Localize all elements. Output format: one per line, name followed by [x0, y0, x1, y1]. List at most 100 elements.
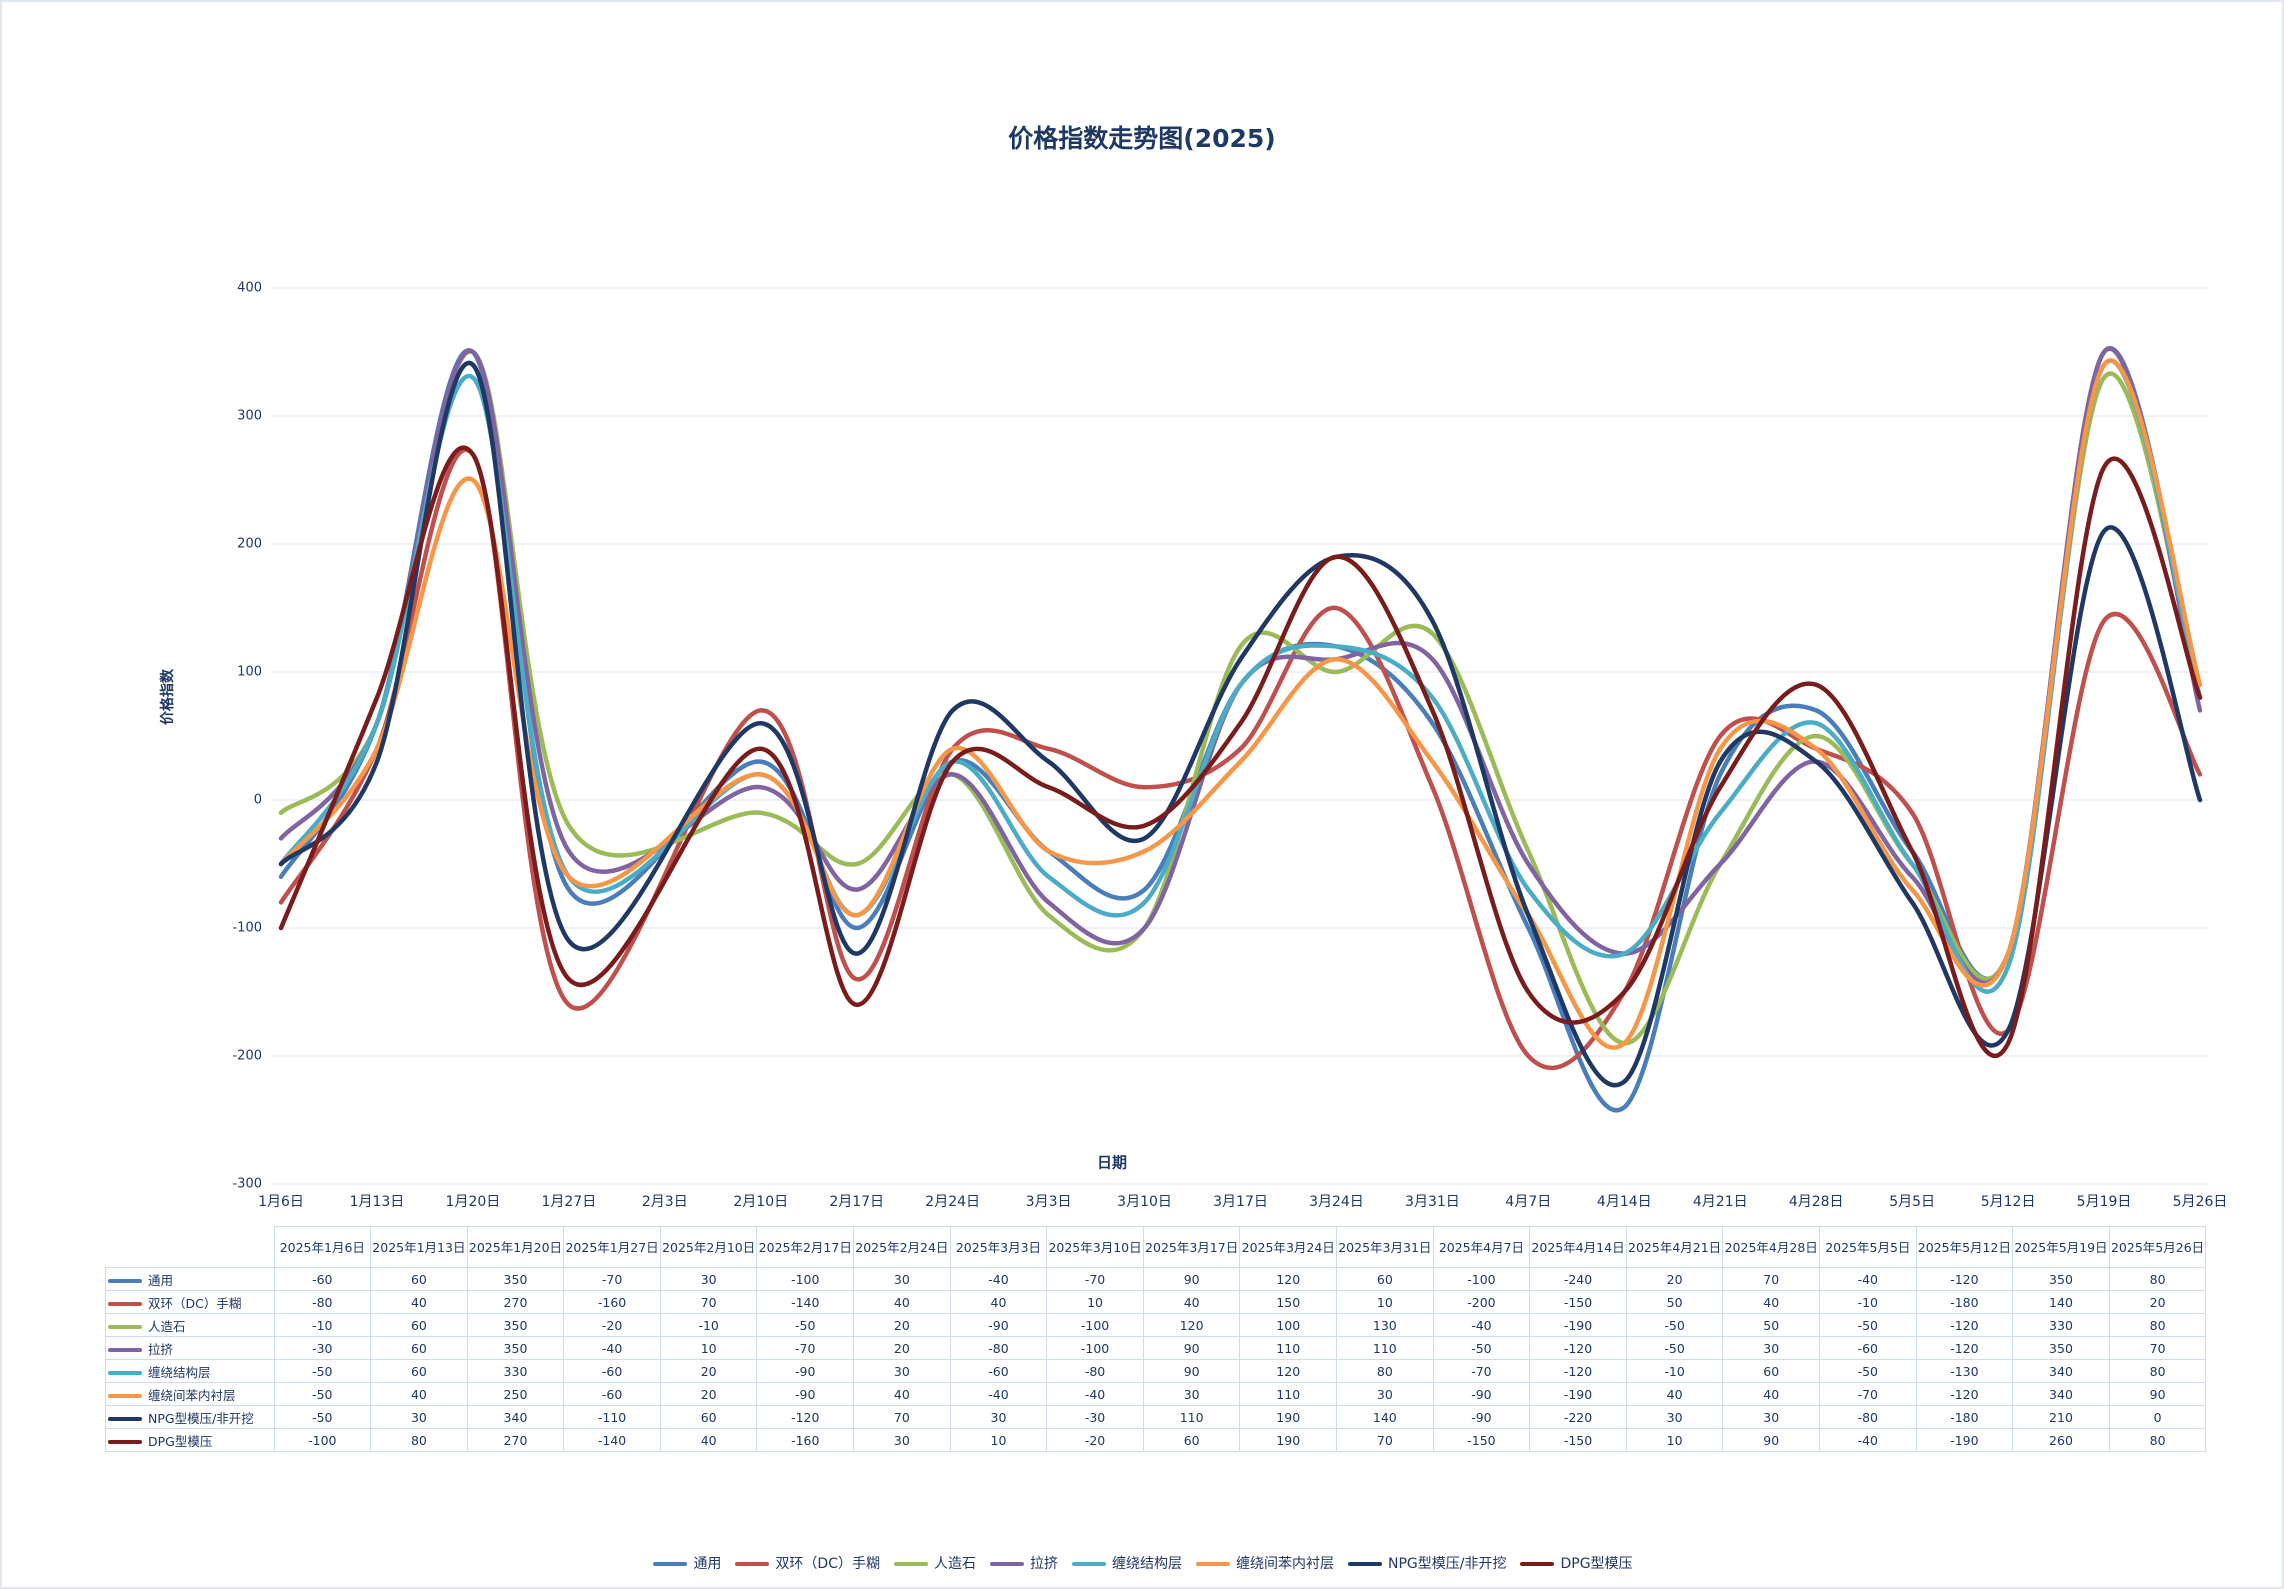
table-header: 2025年3月3日 — [949, 1226, 1048, 1268]
series-name: 双环（DC）手糊 — [148, 1295, 242, 1311]
table-cell: -60 — [273, 1267, 372, 1291]
legend-item: 拉挤 — [988, 1556, 1058, 1572]
table-row: 人造石 -10 60 350 -20 -10 -50 20 -90 -100 120 100 130 -4… — [105, 1313, 2207, 1337]
legend: 通用 双环（DC）手糊 人造石 拉挤 缠绕结构层 缠绕间苯内衬层 NPG型模压/非开挖 DPG… — [0, 1553, 2284, 1573]
legend-key — [1520, 1562, 1555, 1566]
table-header: 2025年5月12日 — [1915, 1226, 2014, 1268]
table-cell: 260 — [2012, 1428, 2110, 1452]
table-cell: 350 — [466, 1267, 565, 1291]
table-cell: -30 — [273, 1336, 372, 1360]
table-cell: -90 — [756, 1382, 855, 1406]
table-cell: 10 — [949, 1428, 1048, 1452]
table-cell: 30 — [853, 1428, 951, 1452]
table-cell: 40 — [853, 1382, 951, 1406]
table-cell: -190 — [1529, 1313, 1627, 1337]
table-cell: -50 — [1432, 1336, 1531, 1360]
y-tick-label: 400 — [237, 281, 262, 296]
table-cell: -120 — [756, 1405, 855, 1429]
table-cell: -200 — [1432, 1290, 1531, 1314]
series-line — [278, 346, 2203, 986]
table-cell: 20 — [853, 1313, 951, 1337]
table-cell: 50 — [1722, 1313, 1820, 1337]
table-cell: 190 — [1239, 1405, 1338, 1429]
x-tick-label: 1月27日 — [541, 1194, 596, 1210]
table-cell: -40 — [949, 1382, 1048, 1406]
x-tick-label: 4月21日 — [1693, 1194, 1748, 1210]
x-tick-label: 1月13日 — [350, 1194, 405, 1210]
table-cell: 30 — [1722, 1405, 1820, 1429]
x-tick-label: 4月28日 — [1789, 1194, 1844, 1210]
table-cell: 10 — [1336, 1290, 1434, 1314]
table-cell: -80 — [949, 1336, 1048, 1360]
table-cell: 340 — [466, 1405, 565, 1429]
legend-key — [108, 1440, 142, 1444]
table-cell: 40 — [1722, 1382, 1820, 1406]
table-cell: -80 — [1819, 1405, 1917, 1429]
table-cell: 130 — [1336, 1313, 1434, 1337]
table-cell: -50 — [273, 1405, 372, 1429]
x-tick-label: 4月7日 — [1505, 1194, 1551, 1210]
table-header: 2025年2月17日 — [756, 1226, 855, 1268]
table-cell: 30 — [949, 1405, 1048, 1429]
table-cell: -50 — [1625, 1313, 1724, 1337]
table-cell: 150 — [1239, 1290, 1338, 1314]
legend-key — [735, 1562, 770, 1566]
series-line — [278, 445, 2203, 1058]
table-cell: 90 — [1722, 1428, 1820, 1452]
legend-item: 缠绕结构层 — [1070, 1556, 1182, 1572]
table-row-header: 缠绕间苯内衬层 — [105, 1382, 275, 1406]
table-cell: 40 — [1142, 1290, 1241, 1314]
y-tick-label: 100 — [237, 665, 262, 680]
table-cell: -50 — [1625, 1336, 1724, 1360]
table-cell: -240 — [1529, 1267, 1627, 1291]
table-cell: 30 — [659, 1267, 758, 1291]
table-cell: -60 — [563, 1382, 661, 1406]
table-cell: -100 — [1432, 1267, 1531, 1291]
table-cell: 110 — [1336, 1336, 1434, 1360]
data-table: 2025年1月6日 2025年1月13日 2025年1月20日 2025年1月27日 2… — [105, 1226, 2207, 1452]
table-row-header: 双环（DC）手糊 — [105, 1290, 275, 1314]
table-cell: -180 — [1915, 1290, 2014, 1314]
chart-title: 价格指数走势图(2025) — [1008, 124, 1275, 153]
series-name: 通用 — [148, 1272, 174, 1288]
table-cell: -150 — [1432, 1428, 1531, 1452]
series-line — [278, 358, 2203, 994]
legend-key — [894, 1562, 928, 1566]
table-cell: -100 — [756, 1267, 855, 1291]
table-row: 缠绕结构层 -50 60 330 -60 20 -90 30 -60 -80 90 120 80 -70-… — [105, 1359, 2207, 1383]
table-cell: 70 — [1722, 1267, 1820, 1291]
table-row-header: 通用 — [105, 1267, 275, 1291]
table-row-header: 拉挤 — [105, 1336, 275, 1360]
table-cell: 20 — [659, 1359, 758, 1383]
table-cell: -220 — [1529, 1405, 1627, 1429]
series-line — [278, 346, 2203, 1113]
table-cell: -150 — [1529, 1290, 1627, 1314]
table-cell: -70 — [1819, 1382, 1917, 1406]
table-cell: -20 — [1046, 1428, 1144, 1452]
table-cell: -50 — [1819, 1359, 1917, 1383]
x-tick-label: 2月3日 — [642, 1194, 688, 1210]
table-cell: -150 — [1529, 1428, 1627, 1452]
y-tick-label: -200 — [232, 1049, 262, 1064]
x-tick-label: 3月31日 — [1405, 1194, 1460, 1210]
table-cell: 80 — [2108, 1428, 2207, 1452]
table-cell: 0 — [2108, 1405, 2207, 1429]
table-cell: 20 — [853, 1336, 951, 1360]
y-tick-label: -100 — [232, 921, 262, 936]
table-cell: 30 — [1722, 1336, 1820, 1360]
table-cell: 340 — [2012, 1382, 2110, 1406]
legend-key — [108, 1302, 142, 1306]
series-name: 人造石 — [148, 1318, 186, 1334]
table-cell: -140 — [563, 1428, 661, 1452]
table-cell: -190 — [1915, 1428, 2014, 1452]
table-cell: -100 — [1046, 1336, 1144, 1360]
legend-key — [1196, 1562, 1230, 1566]
table-cell: 140 — [2012, 1290, 2110, 1314]
legend-key — [108, 1325, 142, 1329]
table-cell: 120 — [1239, 1359, 1338, 1383]
table-cell: -120 — [1915, 1336, 2014, 1360]
table-header-row: 2025年1月6日 2025年1月13日 2025年1月20日 2025年1月27日 2… — [105, 1226, 2207, 1268]
table-cell: 350 — [466, 1336, 565, 1360]
table-cell: 110 — [1239, 1382, 1338, 1406]
